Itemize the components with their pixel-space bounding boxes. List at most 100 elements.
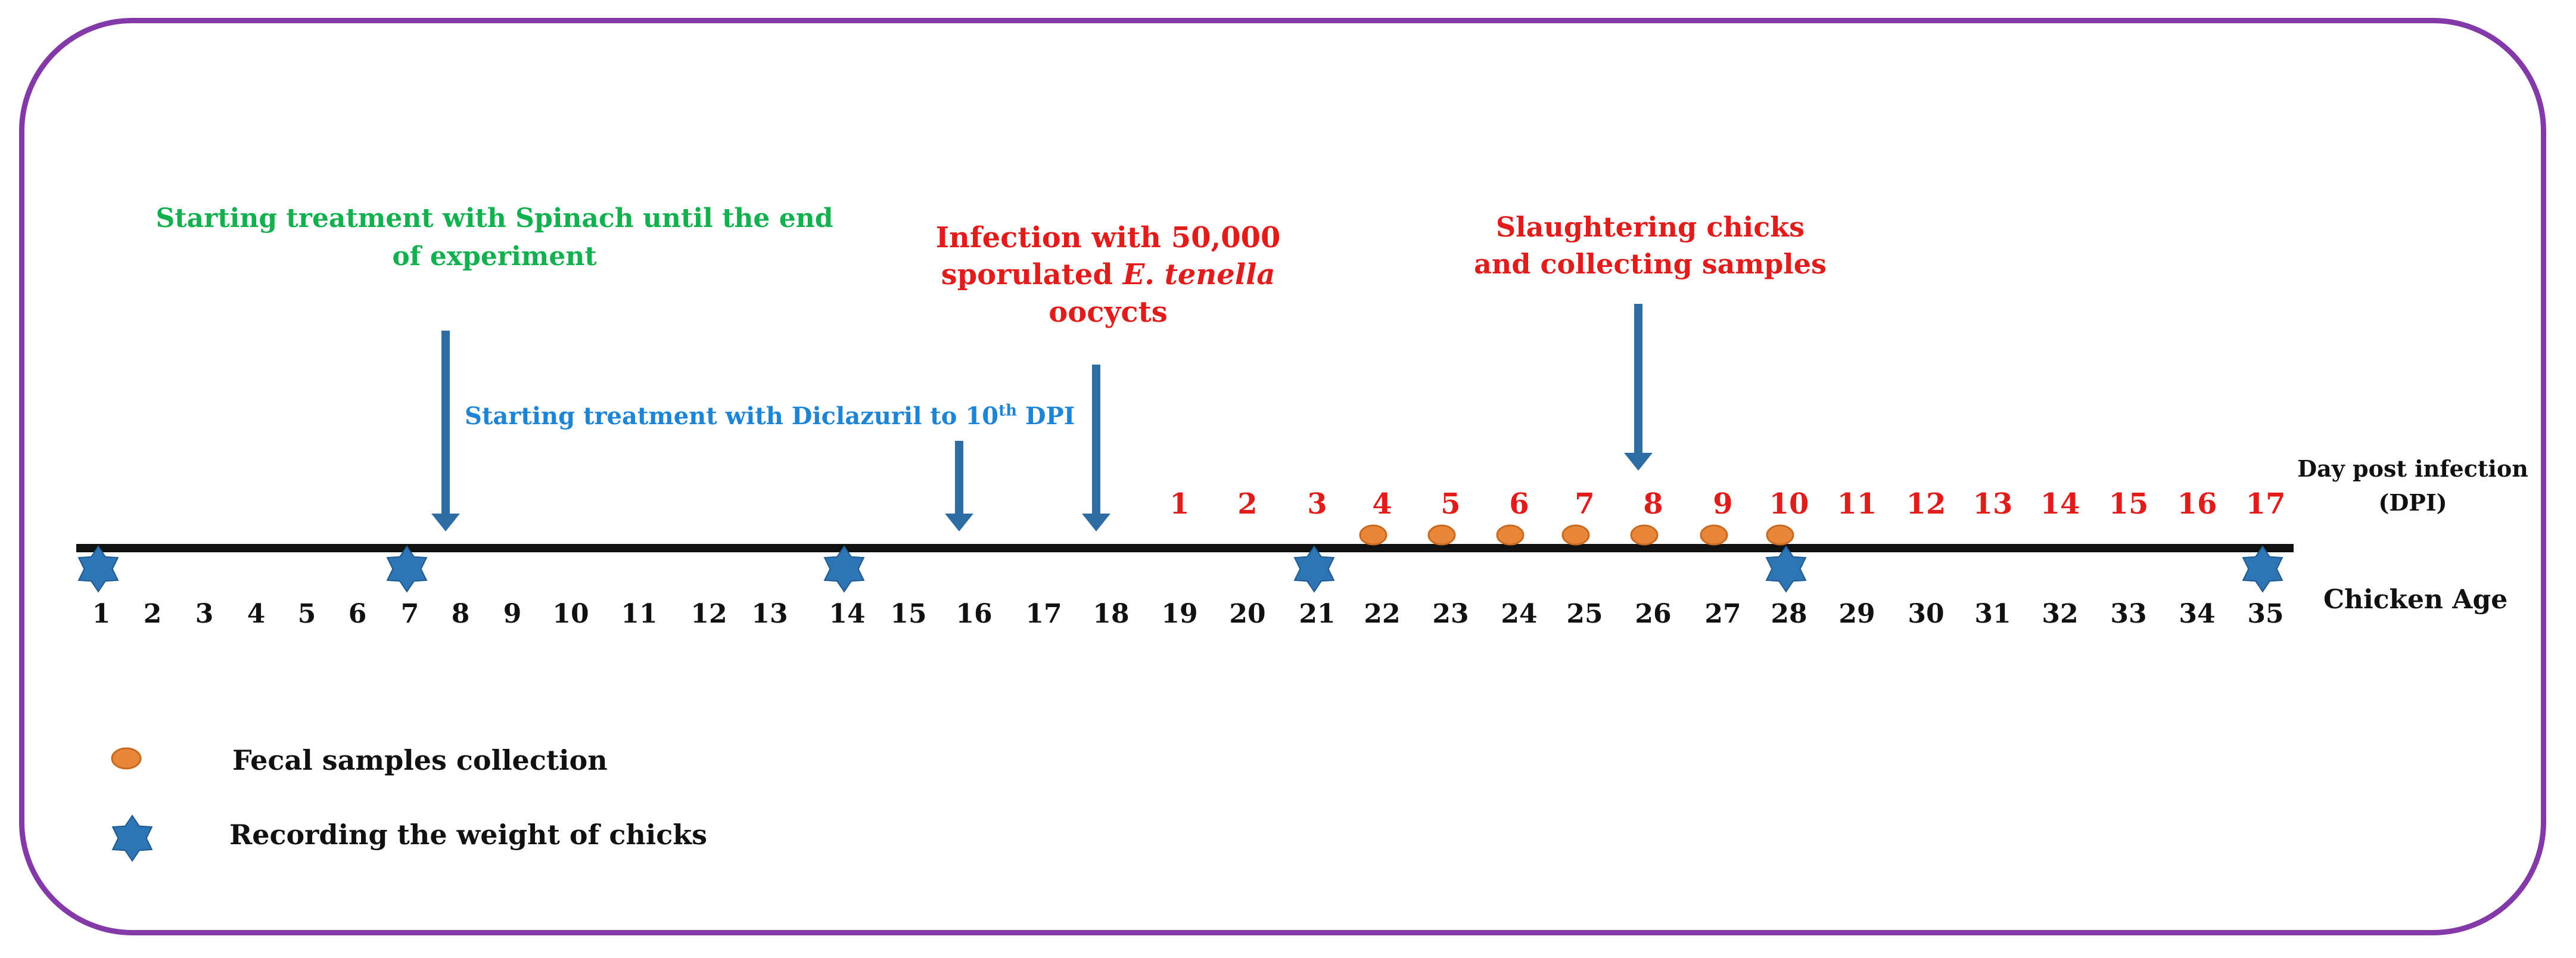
spinach-arrow-head: [431, 514, 460, 531]
legend-fecal-label: Fecal samples collection: [232, 744, 608, 776]
slaughter-arrow-head: [1624, 453, 1653, 471]
age-label: 32: [2042, 599, 2078, 629]
dpi-label: 15: [2109, 487, 2149, 521]
dpi-label-line-1: Day post infection: [2297, 455, 2528, 482]
dpi-label: 1: [1169, 487, 1189, 521]
age-label: 10: [552, 599, 589, 629]
dpi-label: 12: [1906, 487, 1946, 521]
infection-line-3: oocycts: [1049, 295, 1168, 329]
spinach-annotation: Starting treatment with Spinach until th…: [137, 200, 852, 276]
age-label: 2: [144, 599, 162, 629]
diclazuril-annotation: Starting treatment with Diclazuril to 10…: [465, 399, 1096, 434]
age-label: 12: [690, 599, 727, 629]
age-label: 15: [890, 599, 926, 629]
dpi-label-line-2: (DPI): [2378, 489, 2447, 516]
fecal-dot-icon: [111, 747, 142, 770]
age-label: 14: [829, 599, 865, 629]
dpi-label: 10: [1769, 487, 1809, 521]
weight-star: [1765, 545, 1807, 593]
dpi-label: 16: [2177, 487, 2217, 521]
fecal-dot: [1700, 524, 1728, 546]
infection-line-2: sporulated E. tenella: [911, 256, 1305, 293]
infection-annotation: Infection with 50,000 sporulated E. tene…: [911, 219, 1305, 331]
dpi-axis-label: Day post infection (DPI): [2288, 452, 2538, 520]
fecal-dot: [1496, 524, 1525, 546]
weight-star: [2242, 545, 2283, 593]
diclazuril-arrow-head: [945, 514, 973, 531]
dpi-labels: 1 2 3 4 5 6 7 8 9 10 11 12 13 14 15 16 17: [1169, 487, 2285, 521]
age-label: 13: [751, 599, 788, 629]
diclazuril-text: Starting treatment with Diclazuril to 10: [465, 402, 999, 430]
age-label: 22: [1364, 599, 1400, 629]
age-label: 11: [621, 599, 657, 629]
fecal-dot: [1561, 524, 1590, 546]
age-label: 9: [503, 599, 522, 629]
infection-line-1: Infection with 50,000: [935, 221, 1281, 254]
dpi-label: 7: [1575, 487, 1594, 521]
spinach-line-2: of experiment: [392, 241, 597, 272]
weight-star: [823, 545, 865, 593]
chicken-age-label: Chicken Age: [2323, 584, 2508, 615]
age-label: 3: [195, 599, 214, 629]
legend-weight-label: Recording the weight of chicks: [229, 819, 708, 851]
dpi-label: 2: [1237, 487, 1257, 521]
age-label: 33: [2110, 599, 2146, 629]
weight-stars: [77, 545, 2283, 593]
age-label: 20: [1229, 599, 1265, 629]
age-label: 24: [1501, 599, 1537, 629]
infection-species: E. tenella: [1122, 258, 1275, 292]
fecal-dot: [1766, 524, 1794, 546]
dpi-label: 9: [1713, 487, 1732, 521]
dpi-label: 8: [1643, 487, 1663, 521]
age-label: 6: [349, 599, 367, 629]
dpi-label: 4: [1372, 487, 1392, 521]
weight-star: [1293, 545, 1335, 593]
fecal-dot: [1359, 524, 1387, 546]
age-label: 7: [401, 599, 419, 629]
age-label: 30: [1908, 599, 1944, 629]
weight-star: [386, 545, 428, 593]
age-labels: 1 2 3 4 5 6 7 8 9 10 11 12 13 14 15 16 17 18 19 20 21 22 23 24 2…: [92, 599, 2284, 629]
arrows: [431, 304, 1653, 531]
slaughter-annotation: Slaughtering chicks and collecting sampl…: [1436, 209, 1865, 282]
infection-arrow-head: [1082, 514, 1110, 531]
age-label: 27: [1704, 599, 1741, 629]
dpi-label: 5: [1441, 487, 1460, 521]
age-label: 28: [1771, 599, 1807, 629]
age-label: 31: [1974, 599, 2011, 629]
weight-star: [77, 545, 119, 593]
age-label: 17: [1025, 599, 1062, 629]
dpi-label: 17: [2246, 487, 2286, 521]
infection-line-2-text: sporulated: [941, 258, 1123, 292]
fecal-dot: [1630, 524, 1659, 546]
age-label: 19: [1161, 599, 1197, 629]
dpi-label: 6: [1509, 487, 1529, 521]
age-label: 21: [1299, 599, 1335, 629]
age-label: 1: [92, 599, 111, 629]
diagram-frame: [19, 18, 2546, 935]
legend-star-shape: [111, 814, 153, 862]
age-label: 26: [1635, 599, 1671, 629]
dpi-label: 14: [2040, 487, 2080, 521]
fecal-dots: [1359, 524, 1794, 546]
diclazuril-suffix: DPI: [1016, 402, 1075, 430]
slaughter-line-2: and collecting samples: [1474, 248, 1827, 281]
spinach-line-1: Starting treatment with Spinach until th…: [155, 203, 833, 234]
dpi-label: 3: [1307, 487, 1327, 521]
age-label: 23: [1432, 599, 1469, 629]
dpi-label: 11: [1837, 487, 1877, 521]
fecal-dot: [1427, 524, 1456, 546]
age-label: 29: [1838, 599, 1875, 629]
slaughter-line-1: Slaughtering chicks: [1495, 211, 1805, 243]
dpi-label: 13: [1973, 487, 2013, 521]
age-label: 35: [2247, 599, 2283, 629]
star-icon: [111, 814, 153, 862]
age-label: 5: [298, 599, 316, 629]
age-label: 16: [956, 599, 992, 629]
age-label: 8: [452, 599, 470, 629]
age-label: 34: [2179, 599, 2215, 629]
diclazuril-sup: th: [998, 402, 1017, 420]
age-label: 25: [1566, 599, 1603, 629]
age-label: 4: [247, 599, 266, 629]
